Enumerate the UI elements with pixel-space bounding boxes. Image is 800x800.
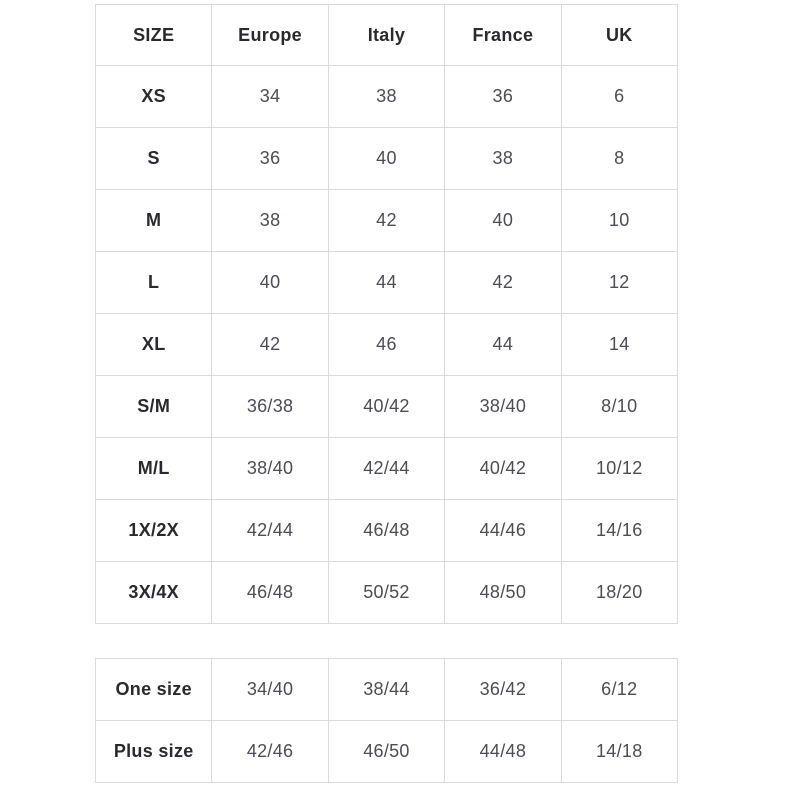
size-cell-uk: 6 <box>560 65 679 128</box>
column-header-france: France <box>444 4 562 66</box>
size-cell-italy: 40 <box>327 127 446 190</box>
size-cell-italy: 46/48 <box>327 499 446 562</box>
size-row-label: XS <box>94 65 213 128</box>
size-row-label: M <box>94 189 213 252</box>
table-row-m-l: M/L 38/40 42/44 40/42 10/12 <box>94 437 679 500</box>
size-table-header: SIZE Europe Italy France UK <box>94 4 679 66</box>
header-row: SIZE Europe Italy France UK <box>94 4 679 66</box>
column-header-europe: Europe <box>211 4 329 66</box>
column-header-size: SIZE <box>94 4 213 66</box>
size-cell-uk: 8 <box>560 127 679 190</box>
size-cell-italy: 42/44 <box>327 437 446 500</box>
size-cell-italy: 46 <box>327 313 446 376</box>
table-row-1x-2x: 1X/2X 42/44 46/48 44/46 14/16 <box>94 499 679 562</box>
size-cell-france: 40/42 <box>444 437 562 500</box>
size-cell-uk: 12 <box>560 251 679 314</box>
table-row-l: L 40 44 42 12 <box>94 251 679 314</box>
size-cell-italy: 46/50 <box>327 720 446 783</box>
table-row-3x-4x: 3X/4X 46/48 50/52 48/50 18/20 <box>94 561 679 624</box>
column-header-uk: UK <box>560 4 679 66</box>
size-guide-page: SIZE Europe Italy France UK XS 34 38 36 … <box>94 4 800 783</box>
table-row-plus-size: Plus size 42/46 46/50 44/48 14/18 <box>94 720 679 783</box>
size-cell-europe: 42 <box>211 313 329 376</box>
size-cell-france: 38/40 <box>444 375 562 438</box>
size-cell-uk: 10 <box>560 189 679 252</box>
size-cell-uk: 8/10 <box>560 375 679 438</box>
size-cell-france: 44/46 <box>444 499 562 562</box>
size-cell-europe: 46/48 <box>211 561 329 624</box>
size-cell-france: 40 <box>444 189 562 252</box>
table-row-xl: XL 42 46 44 14 <box>94 313 679 376</box>
size-cell-italy: 38/44 <box>327 658 446 721</box>
size-cell-italy: 38 <box>327 65 446 128</box>
size-cell-europe: 42/46 <box>211 720 329 783</box>
size-cell-france: 44 <box>444 313 562 376</box>
size-cell-france: 48/50 <box>444 561 562 624</box>
size-conversion-table: SIZE Europe Italy France UK XS 34 38 36 … <box>94 4 679 624</box>
size-cell-italy: 42 <box>327 189 446 252</box>
size-cell-france: 36/42 <box>444 658 562 721</box>
size-row-label: L <box>94 251 213 314</box>
special-size-table-body: One size 34/40 38/44 36/42 6/12 Plus siz… <box>94 658 679 783</box>
table-row-s-m: S/M 36/38 40/42 38/40 8/10 <box>94 375 679 438</box>
table-row-one-size: One size 34/40 38/44 36/42 6/12 <box>94 658 679 721</box>
size-cell-europe: 34/40 <box>211 658 329 721</box>
size-row-label: S/M <box>94 375 213 438</box>
size-table-body: XS 34 38 36 6 S 36 40 38 8 M 38 42 40 10 <box>94 65 679 624</box>
size-cell-europe: 40 <box>211 251 329 314</box>
column-header-italy: Italy <box>327 4 446 66</box>
size-cell-uk: 6/12 <box>560 658 679 721</box>
table-row-xs: XS 34 38 36 6 <box>94 65 679 128</box>
size-row-label: S <box>94 127 213 190</box>
special-size-table: One size 34/40 38/44 36/42 6/12 Plus siz… <box>94 658 679 783</box>
size-row-label: 3X/4X <box>94 561 213 624</box>
size-row-label: Plus size <box>94 720 213 783</box>
size-cell-france: 36 <box>444 65 562 128</box>
size-cell-europe: 38/40 <box>211 437 329 500</box>
size-row-label: XL <box>94 313 213 376</box>
size-row-label: One size <box>94 658 213 721</box>
size-cell-uk: 14/18 <box>560 720 679 783</box>
size-cell-europe: 36 <box>211 127 329 190</box>
size-cell-italy: 40/42 <box>327 375 446 438</box>
size-cell-europe: 38 <box>211 189 329 252</box>
size-cell-europe: 42/44 <box>211 499 329 562</box>
size-cell-uk: 10/12 <box>560 437 679 500</box>
table-gap <box>95 624 800 658</box>
size-row-label: M/L <box>94 437 213 500</box>
size-cell-europe: 36/38 <box>211 375 329 438</box>
size-cell-europe: 34 <box>211 65 329 128</box>
size-cell-italy: 50/52 <box>327 561 446 624</box>
size-row-label: 1X/2X <box>94 499 213 562</box>
size-cell-uk: 18/20 <box>560 561 679 624</box>
size-cell-france: 38 <box>444 127 562 190</box>
size-cell-uk: 14 <box>560 313 679 376</box>
size-cell-france: 42 <box>444 251 562 314</box>
size-cell-italy: 44 <box>327 251 446 314</box>
size-cell-uk: 14/16 <box>560 499 679 562</box>
table-row-m: M 38 42 40 10 <box>94 189 679 252</box>
size-cell-france: 44/48 <box>444 720 562 783</box>
table-row-s: S 36 40 38 8 <box>94 127 679 190</box>
